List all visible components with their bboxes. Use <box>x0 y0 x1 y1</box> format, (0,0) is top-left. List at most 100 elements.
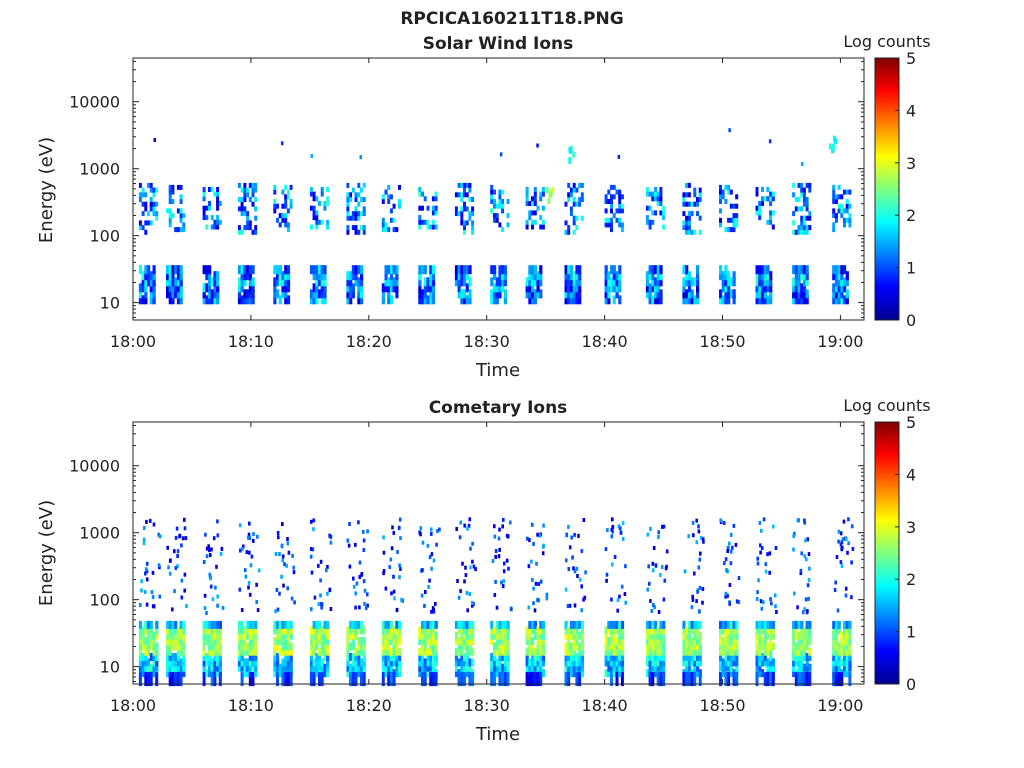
spectrogram-cell <box>155 672 159 687</box>
spectrogram-cell <box>493 663 497 672</box>
spectrogram-cell <box>138 658 143 667</box>
spectrogram-cell <box>144 620 148 629</box>
spectrogram-cell <box>528 265 532 275</box>
spectrogram-cell <box>648 620 652 629</box>
spectrogram-cell <box>149 637 153 645</box>
spectrogram-cell <box>541 187 545 192</box>
spectrogram-cell <box>240 271 244 281</box>
spectrogram-cell <box>204 532 207 537</box>
spectrogram-cell <box>802 197 806 202</box>
spectrogram-cell <box>792 289 796 299</box>
spectrogram-cell <box>648 205 652 211</box>
spectrogram-cell <box>659 295 663 305</box>
spectrogram-cell <box>273 199 277 204</box>
spectrogram-cell <box>182 653 186 661</box>
spectrogram-cell <box>395 631 399 640</box>
spectrogram-cell <box>766 663 770 672</box>
spectrogram-cell <box>202 205 206 211</box>
spectrogram-cell <box>213 224 217 230</box>
spectrogram-cell <box>395 289 399 299</box>
spectrogram-cell <box>502 517 505 522</box>
spectrogram-cell <box>152 283 156 293</box>
spectrogram-cell <box>216 187 220 192</box>
spectrogram-cell <box>645 271 650 281</box>
spectrogram-cell <box>243 187 247 193</box>
spectrogram-cell <box>395 637 399 645</box>
spectrogram-cell <box>460 192 464 198</box>
spectrogram-cell <box>501 642 505 651</box>
spectrogram-cell <box>211 597 215 602</box>
spectrogram-cell <box>792 626 796 635</box>
spectrogram-cell <box>564 653 568 661</box>
spectrogram-cell <box>701 600 704 605</box>
spectrogram-cell <box>454 653 459 661</box>
spectrogram-cell <box>361 529 365 534</box>
spectrogram-cell <box>171 283 175 293</box>
spectrogram-cell <box>284 631 288 640</box>
spectrogram-cell <box>797 663 801 672</box>
spectrogram-cell <box>454 206 458 212</box>
spectrogram-cell <box>729 626 733 635</box>
spectrogram-cell <box>755 647 759 656</box>
spectrogram-cell <box>497 536 501 541</box>
spectrogram-cell <box>421 631 425 640</box>
spectrogram-cell <box>426 653 430 661</box>
spectrogram-cell <box>435 542 438 547</box>
spectrogram-cell <box>578 283 582 293</box>
spectrogram-cell <box>360 265 364 275</box>
spectrogram-cell <box>652 603 655 608</box>
spectrogram-cell <box>724 672 728 687</box>
spectrogram-cell <box>541 653 546 661</box>
spectrogram-cell <box>141 631 145 640</box>
spectrogram-cell <box>575 215 579 221</box>
spectrogram-cell <box>432 558 436 563</box>
spectrogram-cell <box>531 271 535 281</box>
spectrogram-cell <box>493 203 496 209</box>
colorbar <box>874 57 900 321</box>
spectrogram-cell <box>457 658 461 667</box>
spectrogram-cell <box>429 653 433 661</box>
spectrogram-cell <box>533 620 537 629</box>
spectrogram-cell <box>429 637 433 645</box>
spectrogram-cell <box>498 631 502 640</box>
spectrogram-cell <box>434 601 437 606</box>
spectrogram-cell <box>205 611 208 615</box>
spectrogram-cell <box>528 658 532 667</box>
spectrogram-cell <box>284 653 288 661</box>
spectrogram-cell <box>727 663 731 672</box>
spectrogram-cell <box>656 658 660 667</box>
spectrogram-cell <box>182 631 186 640</box>
spectrogram-cell <box>243 647 247 656</box>
spectrogram-cell <box>766 620 770 629</box>
spectrogram-cell <box>840 540 844 545</box>
spectrogram-cell <box>251 182 255 188</box>
spectrogram-cell <box>362 211 366 217</box>
spectrogram-cell <box>216 594 219 599</box>
spectrogram-cell <box>381 663 385 672</box>
spectrogram-cell <box>843 626 847 635</box>
spectrogram-cell <box>240 663 244 672</box>
spectrogram-cell <box>468 620 472 629</box>
spectrogram-cell <box>490 663 494 672</box>
spectrogram-cell <box>399 536 402 541</box>
spectrogram-cell <box>463 523 466 528</box>
spectrogram-cell <box>366 603 369 608</box>
spectrogram-cell <box>690 295 694 305</box>
spectrogram-cell <box>155 647 159 656</box>
spectrogram-cell <box>835 555 839 559</box>
spectrogram-cell <box>766 271 770 281</box>
spectrogram-cell <box>495 283 499 293</box>
spectrogram-cell <box>654 647 658 656</box>
spectrogram-cell <box>792 192 796 198</box>
spectrogram-cell <box>800 229 804 235</box>
spectrogram-cell <box>493 271 497 281</box>
spectrogram-cell <box>536 283 540 293</box>
spectrogram-cell <box>326 653 330 661</box>
spectrogram-cell <box>396 550 399 554</box>
spectrogram-cell <box>840 631 844 640</box>
spectrogram-cell <box>205 546 209 551</box>
spectrogram-cell <box>471 211 475 217</box>
spectrogram-cell <box>837 529 841 534</box>
spectrogram-cell <box>572 151 576 158</box>
spectrogram-cell <box>358 605 361 610</box>
